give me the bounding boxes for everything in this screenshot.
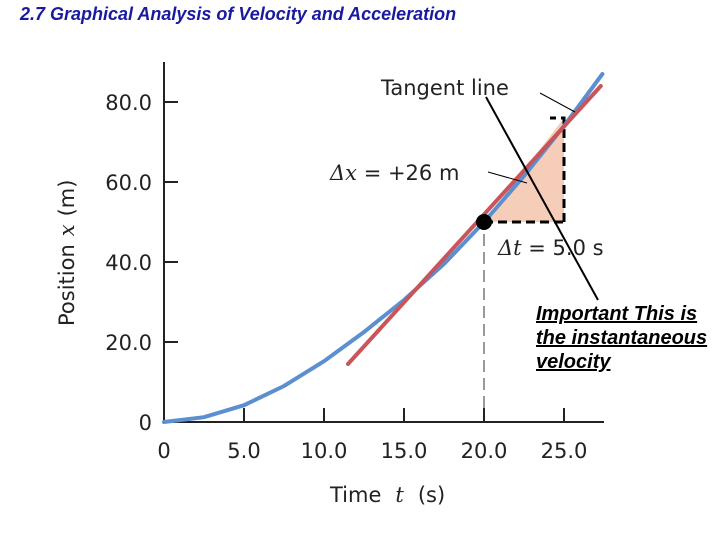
x-tick-label: 20.0 (461, 439, 508, 463)
dx-label: Δx = +26 m (329, 161, 459, 185)
y-tick-label: 20.0 (105, 331, 152, 355)
dx-symbol: Δx (329, 161, 357, 185)
x-tick-label: 10.0 (301, 439, 348, 463)
dx-value: = +26 m (357, 161, 459, 185)
y-tick-label: 40.0 (105, 251, 152, 275)
instantaneous-velocity-note: Important This is the instantaneous velo… (536, 303, 708, 373)
dt-label: Δt = 5.0 s (497, 236, 604, 260)
x-axis-title: Time t (s) (329, 483, 445, 507)
y-tick-label: 0 (139, 411, 152, 435)
x-tick-label: 5.0 (227, 439, 260, 463)
slide-title: 2.7 Graphical Analysis of Velocity and A… (20, 4, 457, 24)
y-axis-title-unit: (m) (55, 180, 79, 217)
x-tick-label: 0 (157, 439, 170, 463)
y-tick-label: 80.0 (105, 91, 152, 115)
series-curve (162, 72, 605, 424)
dx-leader (487, 171, 528, 184)
note-arrow (485, 96, 599, 301)
dt-symbol: Δt (497, 236, 522, 260)
x-axis-title-prefix: Time (329, 483, 381, 507)
y-axis-title-var: x (55, 224, 79, 236)
tangent-label: Tangent line (380, 76, 509, 100)
y-axis-title-prefix: Position (55, 244, 79, 326)
x-tick-label: 15.0 (381, 439, 428, 463)
axes (163, 62, 604, 423)
tangent-leader (539, 92, 576, 113)
dt-value: = 5.0 s (522, 236, 604, 260)
y-axis-title: Position x (m) (55, 180, 79, 326)
x-axis-title-var: t (395, 483, 404, 507)
x-axis-title-unit: (s) (418, 483, 445, 507)
data-point-t20 (476, 214, 492, 230)
tangent-line (346, 84, 603, 366)
x-tick-label: 25.0 (541, 439, 588, 463)
delta-t-leg (550, 116, 566, 222)
y-tick-label: 60.0 (105, 171, 152, 195)
